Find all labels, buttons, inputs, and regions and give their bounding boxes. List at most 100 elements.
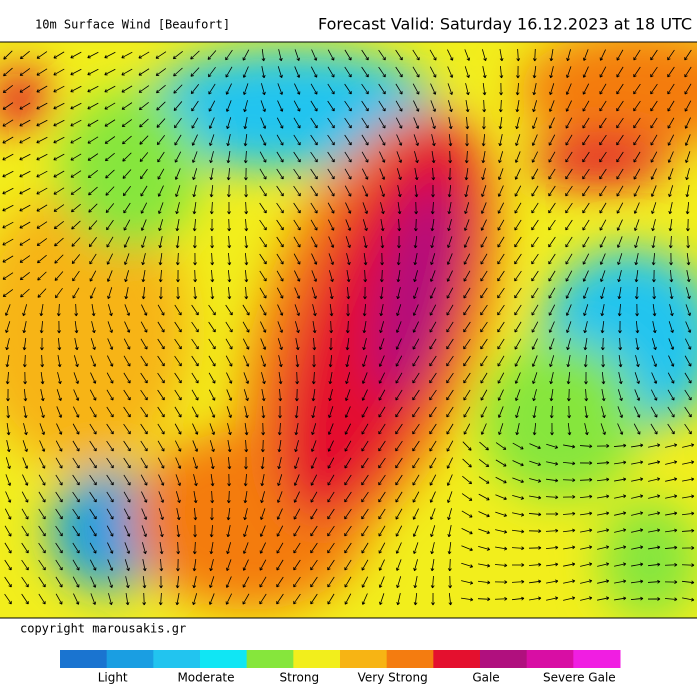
wind-arrow: [579, 444, 593, 449]
wind-arrow: [545, 545, 559, 550]
wind-arrow: [2, 204, 14, 212]
wind-arrow: [480, 287, 488, 299]
wind-arrow: [22, 354, 27, 368]
wind-arrow: [446, 474, 453, 486]
wind-arrow: [465, 100, 470, 113]
wind-arrow: [631, 579, 644, 584]
wind-arrow: [192, 440, 199, 452]
wind-arrow: [616, 134, 624, 146]
wind-arrow: [277, 304, 284, 316]
wind-arrow: [599, 202, 607, 214]
wind-arrow: [327, 168, 335, 180]
wind-arrow: [190, 50, 200, 60]
wind-arrow: [243, 491, 248, 504]
wind-arrow: [208, 304, 216, 316]
wind-arrow: [495, 442, 507, 450]
wind-arrow: [498, 134, 503, 147]
wind-arrow: [481, 49, 487, 62]
wind-arrow: [244, 269, 249, 283]
wind-arrow: [618, 320, 622, 334]
wind-arrow: [583, 338, 588, 351]
wind-arrow: [327, 134, 335, 146]
wind-arrow: [259, 304, 267, 316]
wind-arrow: [158, 474, 165, 486]
wind-arrow: [277, 321, 284, 333]
wind-arrow: [293, 559, 301, 571]
wind-arrow: [310, 219, 318, 231]
wind-arrow: [633, 49, 641, 61]
wind-arrow: [37, 254, 47, 264]
wind-arrow: [293, 151, 301, 163]
wind-arrow: [614, 494, 627, 499]
wind-arrow: [448, 100, 453, 113]
wind-arrow: [36, 153, 48, 161]
wind-arrow: [88, 186, 98, 196]
wind-arrow: [53, 136, 65, 144]
wind-arrow: [682, 443, 695, 448]
wind-arrow: [562, 495, 576, 499]
wind-arrow: [565, 304, 572, 316]
wind-arrow: [583, 304, 589, 317]
wind-arrow: [123, 457, 131, 469]
wind-arrow: [344, 576, 352, 588]
wind-arrow: [4, 525, 12, 537]
wind-arrow: [278, 405, 282, 419]
wind-arrow: [461, 580, 474, 585]
wind-arrow: [209, 168, 214, 181]
wind-arrow: [430, 236, 435, 249]
wind-arrow: [412, 440, 420, 452]
wind-arrow: [295, 338, 300, 351]
wind-arrow: [209, 423, 216, 435]
wind-arrow: [380, 252, 384, 266]
wind-arrow: [529, 443, 541, 450]
wind-arrow: [260, 474, 265, 487]
wind-arrow: [614, 596, 627, 601]
wind-arrow: [141, 270, 146, 283]
wind-arrow: [140, 457, 148, 469]
wind-arrow: [686, 218, 690, 232]
wind-arrow: [260, 100, 266, 112]
wind-arrow: [174, 406, 182, 418]
wind-arrow: [429, 321, 437, 333]
wind-arrow: [430, 100, 437, 112]
wind-arrow: [631, 477, 644, 482]
wind-arrow: [446, 270, 453, 282]
wind-arrow: [633, 117, 641, 129]
wind-arrow: [123, 474, 131, 486]
wind-arrow: [159, 575, 163, 589]
wind-arrow: [546, 443, 559, 449]
wind-arrow: [631, 494, 644, 499]
wind-arrow: [121, 85, 133, 93]
wind-arrow: [210, 286, 215, 300]
wind-arrow: [601, 389, 606, 402]
wind-arrow: [549, 66, 554, 79]
wind-arrow: [21, 593, 29, 605]
wind-arrow: [380, 235, 385, 249]
wind-arrow: [395, 389, 403, 401]
wind-arrow: [156, 135, 166, 146]
wind-arrow: [651, 202, 657, 215]
wind-arrow: [618, 372, 623, 385]
wind-arrow: [295, 354, 300, 368]
wind-arrow: [259, 542, 266, 554]
wind-arrow: [648, 511, 661, 516]
wind-arrow: [55, 508, 63, 520]
wind-arrow: [545, 512, 559, 516]
wind-arrow: [260, 117, 267, 129]
wind-arrow: [464, 66, 470, 79]
wind-arrow: [124, 559, 130, 572]
legend-label: Strong: [280, 671, 320, 685]
legend-swatch: [480, 650, 528, 668]
wind-arrow: [2, 289, 14, 297]
wind-arrow: [174, 338, 182, 350]
wind-arrow: [70, 153, 82, 161]
wind-arrow: [344, 168, 352, 180]
wind-arrow: [38, 559, 46, 571]
wind-arrow: [276, 236, 284, 248]
wind-arrow: [276, 185, 284, 197]
wind-arrow: [414, 168, 419, 181]
wind-arrow: [87, 136, 99, 144]
wind-arrow: [667, 423, 675, 435]
wind-arrow: [600, 287, 605, 300]
wind-arrow: [140, 202, 148, 214]
